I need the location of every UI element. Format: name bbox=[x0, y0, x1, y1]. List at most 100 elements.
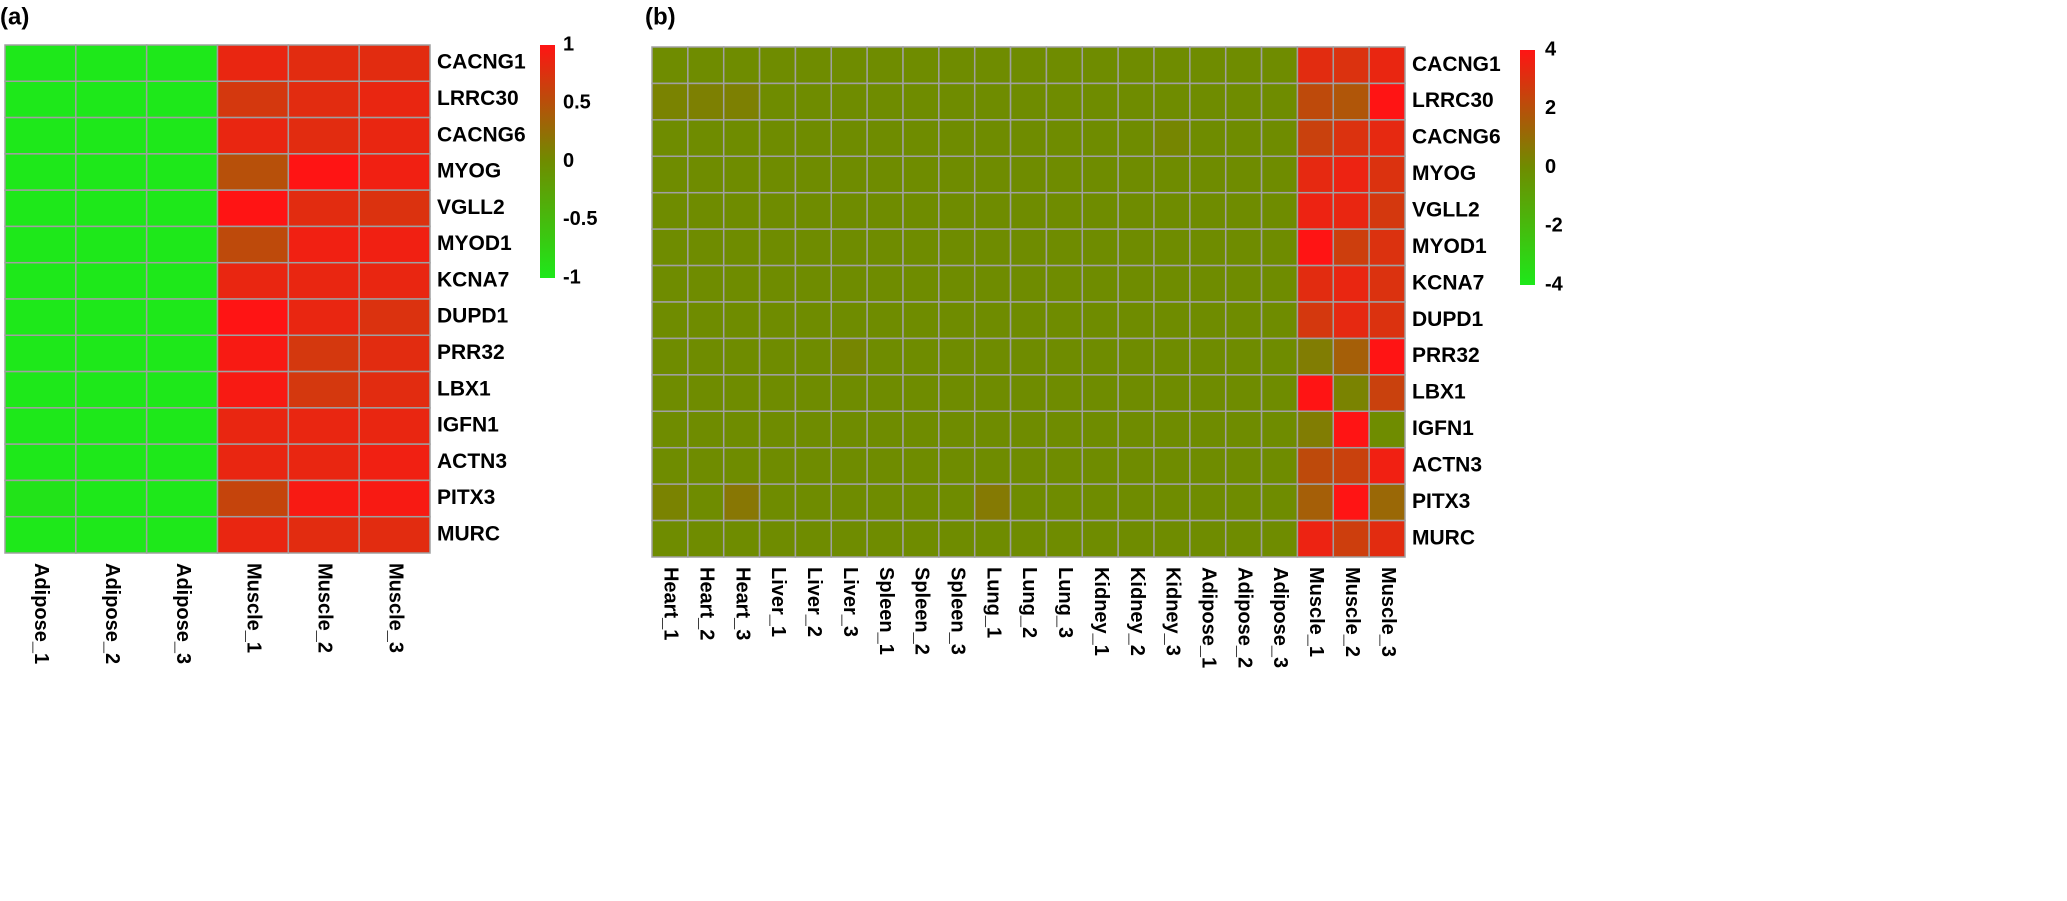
heatmap-cell bbox=[1332, 191, 1370, 230]
heatmap-cell bbox=[287, 189, 360, 228]
heatmap-cell bbox=[866, 337, 904, 376]
column-label: Spleen_2 bbox=[911, 567, 933, 655]
heatmap-cell bbox=[1260, 410, 1299, 449]
heatmap-cell bbox=[358, 153, 431, 191]
heatmap-cell bbox=[1260, 483, 1299, 522]
heatmap-cell bbox=[1260, 374, 1299, 413]
heatmap-cell bbox=[1296, 483, 1335, 522]
heatmap-cell bbox=[902, 191, 940, 230]
row-label: DUPD1 bbox=[437, 305, 509, 328]
heatmap-cell bbox=[1224, 519, 1263, 558]
heatmap-cell bbox=[145, 515, 219, 554]
heatmap-cell bbox=[651, 228, 689, 267]
heatmap-cell bbox=[358, 225, 431, 264]
heatmap-cell bbox=[758, 337, 797, 376]
heatmap-cell bbox=[1368, 301, 1406, 340]
heatmap-cell bbox=[1117, 119, 1155, 158]
heatmap-cell bbox=[938, 374, 976, 413]
heatmap-cell bbox=[216, 44, 290, 83]
column-label: Lung_3 bbox=[1054, 567, 1076, 638]
heatmap-cell bbox=[973, 374, 1012, 413]
heatmap-cell bbox=[938, 264, 976, 303]
heatmap-cell bbox=[973, 483, 1012, 522]
heatmap-cell bbox=[902, 410, 940, 449]
heatmap-cell bbox=[1081, 301, 1119, 340]
row-label: KCNA7 bbox=[1412, 271, 1484, 294]
heatmap-cell bbox=[902, 264, 940, 303]
heatmap-cell bbox=[687, 228, 725, 267]
heatmap-cell bbox=[4, 116, 77, 155]
heatmap-cell bbox=[938, 410, 976, 449]
heatmap-cell bbox=[973, 301, 1012, 340]
heatmap-cell bbox=[4, 153, 77, 191]
heatmap-cell bbox=[75, 153, 148, 191]
heatmap-cell bbox=[1189, 374, 1227, 413]
heatmap-cell bbox=[830, 82, 868, 121]
heatmap-cell bbox=[1332, 337, 1370, 376]
heatmap-cell bbox=[1117, 155, 1155, 194]
heatmap-cell bbox=[866, 228, 904, 267]
heatmap-cell bbox=[866, 155, 904, 194]
heatmap-cell bbox=[1296, 374, 1335, 413]
heatmap-cell bbox=[1117, 228, 1155, 267]
heatmap-cell bbox=[1009, 374, 1048, 413]
colorbar-tick-label: -1 bbox=[563, 266, 581, 288]
heatmap-cell bbox=[1045, 301, 1084, 340]
heatmap-cell bbox=[1117, 191, 1155, 230]
heatmap-cell bbox=[1189, 410, 1227, 449]
heatmap-cell bbox=[1189, 264, 1227, 303]
heatmap-cell bbox=[145, 189, 219, 228]
heatmap-cell bbox=[1260, 337, 1299, 376]
heatmap-cell bbox=[973, 519, 1012, 558]
heatmap-cell bbox=[651, 82, 689, 121]
heatmap-cell bbox=[938, 301, 976, 340]
heatmap-cell bbox=[1332, 264, 1370, 303]
heatmap-cell bbox=[722, 82, 761, 121]
column-label: Muscle_2 bbox=[313, 563, 335, 653]
heatmap-cell bbox=[687, 301, 725, 340]
column-label: Muscle_3 bbox=[1377, 567, 1399, 657]
colorbar-tick-label: 1 bbox=[563, 33, 574, 55]
heatmap-cell bbox=[722, 483, 761, 522]
heatmap-cell bbox=[1332, 228, 1370, 267]
heatmap-cell bbox=[758, 483, 797, 522]
heatmap-cell bbox=[75, 116, 148, 155]
heatmap-cell bbox=[75, 479, 148, 518]
heatmap-cell bbox=[1332, 82, 1370, 121]
heatmap-cell bbox=[1368, 446, 1406, 485]
row-label: ACTN3 bbox=[437, 450, 507, 473]
heatmap-cell bbox=[1153, 337, 1191, 376]
heatmap-cell bbox=[75, 370, 148, 409]
heatmap-cell bbox=[1081, 446, 1119, 485]
heatmap-cell bbox=[1153, 519, 1191, 558]
row-label: DUPD1 bbox=[1412, 308, 1484, 331]
heatmap-cell bbox=[358, 261, 431, 300]
row-label: VGLL2 bbox=[437, 196, 505, 219]
row-label: CACNG6 bbox=[1412, 126, 1501, 149]
heatmap-cell bbox=[902, 446, 940, 485]
heatmap-cell bbox=[794, 301, 833, 340]
heatmap-cell bbox=[830, 191, 868, 230]
heatmap-cell bbox=[1153, 228, 1191, 267]
heatmap-cell bbox=[4, 407, 77, 445]
heatmap-cell bbox=[973, 155, 1012, 194]
heatmap-cell bbox=[1189, 191, 1227, 230]
heatmap-cell bbox=[794, 483, 833, 522]
heatmap-cell bbox=[758, 374, 797, 413]
heatmap-cell bbox=[1296, 410, 1335, 449]
heatmap-cell bbox=[687, 410, 725, 449]
column-label: Muscle_2 bbox=[1341, 567, 1363, 657]
heatmap-cell bbox=[651, 519, 689, 558]
heatmap-cell bbox=[1189, 483, 1227, 522]
heatmap-cell bbox=[973, 191, 1012, 230]
heatmap-cell bbox=[1189, 519, 1227, 558]
heatmap-cell bbox=[75, 515, 148, 554]
heatmap-cell bbox=[1081, 119, 1119, 158]
heatmap-cell bbox=[1009, 155, 1048, 194]
heatmap-cell bbox=[75, 189, 148, 228]
heatmap-cell bbox=[145, 370, 219, 409]
heatmap-cell bbox=[75, 443, 148, 482]
heatmap-cell bbox=[794, 446, 833, 485]
heatmap-cell bbox=[722, 228, 761, 267]
heatmap-cell bbox=[758, 119, 797, 158]
